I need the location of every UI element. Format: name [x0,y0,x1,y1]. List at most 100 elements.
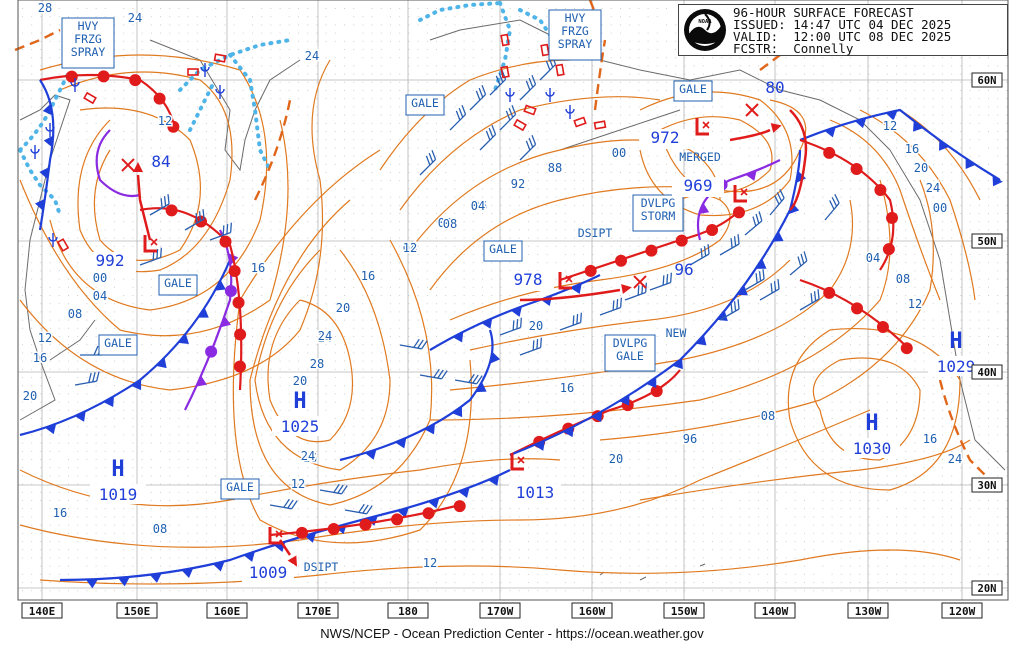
grid-dot [307,164,308,165]
grid-dot [436,279,437,280]
grid-dot [399,270,400,271]
grid-dot [270,410,271,411]
grid-dot [510,336,511,337]
grid-dot [418,492,419,493]
grid-dot [105,459,106,460]
grid-dot [142,8,143,9]
grid-dot [418,484,419,485]
grid-dot [445,115,446,116]
grid-dot [556,246,557,247]
grid-dot [721,295,722,296]
grid-dot [50,590,51,591]
grid-dot [648,557,649,558]
grid-dot [169,492,170,493]
grid-dot [629,484,630,485]
grid-dot [178,246,179,247]
grid-dot [22,238,23,239]
grid-dot [592,74,593,75]
grid-dot [418,229,419,230]
grid-dot [280,451,281,452]
grid-dot [510,377,511,378]
grid-dot [96,402,97,403]
grid-dot [620,213,621,214]
grid-dot [40,115,41,116]
grid-dot [270,197,271,198]
grid-dot [500,41,501,42]
grid-dot [50,525,51,526]
grid-dot [381,57,382,58]
grid-dot [675,385,676,386]
grid-dot [105,139,106,140]
grid-dot [298,361,299,362]
grid-dot [372,65,373,66]
grid-dot [270,434,271,435]
grid-dot [464,574,465,575]
grid-dot [657,279,658,280]
grid-dot [252,156,253,157]
grid-dot [381,541,382,542]
grid-dot [270,328,271,329]
grid-dot [243,377,244,378]
grid-dot [206,188,207,189]
grid-dot [68,180,69,181]
grid-dot [206,541,207,542]
grid-dot [114,451,115,452]
grid-dot [362,574,363,575]
grid-dot [261,24,262,25]
grid-dot [86,82,87,83]
grid-dot [59,361,60,362]
grid-dot [362,180,363,181]
grid-dot [326,131,327,132]
grid-dot [675,508,676,509]
grid-dot [528,549,529,550]
grid-dot [59,213,60,214]
grid-dot [215,525,216,526]
grid-dot [280,508,281,509]
grid-dot [178,590,179,591]
grid-dot [418,57,419,58]
grid-dot [620,434,621,435]
grid-dot [105,369,106,370]
grid-dot [537,49,538,50]
grid-dot [712,279,713,280]
grid-dot [399,295,400,296]
grid-dot [280,410,281,411]
grid-dot [408,262,409,263]
grid-dot [353,246,354,247]
grid-dot [261,49,262,50]
grid-dot [629,115,630,116]
grid-dot [224,393,225,394]
grid-dot [243,270,244,271]
grid-dot [712,205,713,206]
grid-dot [500,164,501,165]
grid-dot [528,98,529,99]
grid-dot [399,156,400,157]
grid-dot [307,475,308,476]
grid-dot [326,582,327,583]
grid-dot [602,41,603,42]
grid-dot [657,352,658,353]
grid-dot [510,361,511,362]
grid-dot [123,188,124,189]
grid-dot [703,402,704,403]
grid-dot [528,467,529,468]
grid-dot [638,418,639,419]
grid-dot [620,525,621,526]
grid-dot [86,164,87,165]
grid-dot [169,385,170,386]
grid-dot [648,49,649,50]
grid-dot [123,279,124,280]
grid-dot [86,541,87,542]
grid-dot [464,393,465,394]
grid-dot [648,582,649,583]
grid-dot [68,508,69,509]
grid-dot [638,106,639,107]
grid-dot [684,213,685,214]
grid-dot [188,147,189,148]
grid-dot [206,115,207,116]
grid-dot [188,541,189,542]
grid-dot [372,221,373,222]
grid-dot [59,205,60,206]
grid-dot [418,295,419,296]
grid-dot [22,98,23,99]
